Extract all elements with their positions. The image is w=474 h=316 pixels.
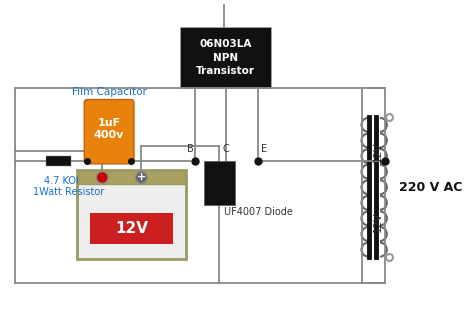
Bar (180, 27, 271, 88)
Text: 12V: 12V (115, 221, 148, 236)
Text: B: B (187, 144, 193, 154)
Circle shape (97, 172, 108, 183)
Bar (78, 171, 185, 184)
Bar (90, 213, 173, 244)
Text: 1uF
400v: 1uF 400v (94, 118, 124, 140)
FancyBboxPatch shape (84, 100, 134, 164)
Circle shape (136, 172, 147, 183)
Bar (46, 156, 71, 166)
Text: 4.7 KOhm
1Watt Resistor: 4.7 KOhm 1Watt Resistor (33, 176, 104, 197)
Text: C: C (223, 144, 229, 154)
Text: UF4007 Diode: UF4007 Diode (224, 207, 293, 217)
Bar (204, 161, 235, 205)
Text: 06N03LA
NPN
Transistor: 06N03LA NPN Transistor (196, 40, 255, 76)
FancyBboxPatch shape (77, 170, 186, 259)
Text: 12V: 12V (373, 212, 383, 233)
Text: Film Capacitor: Film Capacitor (72, 87, 146, 97)
Text: +: + (137, 173, 146, 182)
Text: 220 V AC: 220 V AC (399, 181, 462, 194)
Text: 12V: 12V (373, 142, 383, 162)
Text: E: E (261, 144, 267, 154)
